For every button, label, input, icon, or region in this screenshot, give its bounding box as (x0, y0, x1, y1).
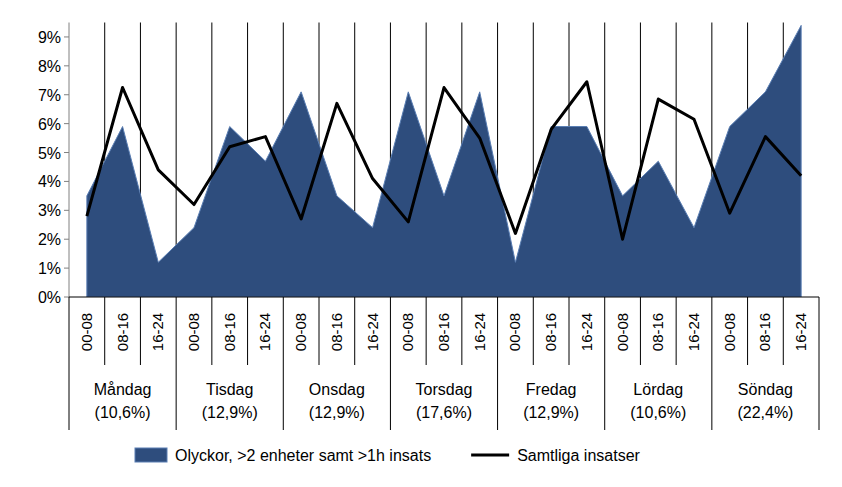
group-label: Tisdag (206, 381, 253, 398)
group-divider (69, 297, 70, 430)
y-tick (64, 94, 69, 95)
y-tick (64, 239, 69, 240)
x-tick (783, 297, 784, 365)
group-label: Måndag (94, 381, 152, 398)
legend-item: Samtliga insatser (471, 447, 640, 464)
y-tick-label: 9% (38, 29, 61, 46)
group-divider (711, 297, 712, 430)
x-tick (247, 297, 248, 365)
x-tick (426, 297, 427, 365)
x-tick (747, 297, 748, 365)
legend-swatch (471, 454, 509, 457)
x-tick-label: 16-24 (792, 313, 809, 351)
x-tick-label: 00-08 (292, 313, 309, 351)
group-share: (12,9%) (309, 404, 365, 421)
y-tick-label: 4% (38, 173, 61, 190)
x-tick (569, 297, 570, 365)
x-tick-label: 16-24 (149, 313, 166, 351)
legend-label: Samtliga insatser (517, 447, 640, 464)
y-tick (64, 297, 69, 298)
x-tick-label: 00-08 (78, 313, 95, 351)
y-tick-label: 8% (38, 58, 61, 75)
group-label: Söndag (738, 381, 793, 398)
x-tick-label: 00-08 (721, 313, 738, 351)
y-tick-label: 6% (38, 116, 61, 133)
group-share: (17,6%) (416, 404, 472, 421)
x-tick-label: 16-24 (364, 313, 381, 351)
y-tick (64, 36, 69, 37)
group-label: Onsdag (309, 381, 365, 398)
x-tick-label: 16-24 (256, 313, 273, 351)
x-tick-label: 00-08 (185, 313, 202, 351)
legend-swatch (135, 448, 167, 462)
area (87, 25, 801, 297)
group-share: (12,9%) (202, 404, 258, 421)
x-tick-label: 00-08 (614, 313, 631, 351)
y-tick-label: 1% (38, 260, 61, 277)
group-divider (819, 297, 820, 430)
x-axis (69, 297, 819, 298)
x-tick (640, 297, 641, 365)
y-tick-label: 0% (38, 289, 61, 306)
group-divider (390, 297, 391, 430)
group-label: Fredag (526, 381, 577, 398)
x-tick-label: 00-08 (399, 313, 416, 351)
y-tick-label: 2% (38, 231, 61, 248)
x-tick-label: 08-16 (649, 313, 666, 351)
x-tick (140, 297, 141, 365)
x-tick-label: 16-24 (578, 313, 595, 351)
x-tick-label: 16-24 (685, 313, 702, 351)
group-share: (10,6%) (95, 404, 151, 421)
group-divider (604, 297, 605, 430)
group-share: (10,6%) (630, 404, 686, 421)
x-tick-label: 08-16 (328, 313, 345, 351)
y-tick-label: 5% (38, 145, 61, 162)
y-tick-label: 7% (38, 87, 61, 104)
group-share: (22,4%) (737, 404, 793, 421)
x-tick-label: 00-08 (506, 313, 523, 351)
y-tick (64, 123, 69, 124)
y-axis (69, 23, 70, 298)
x-tick-label: 08-16 (114, 313, 131, 351)
y-tick (64, 152, 69, 153)
x-tick-label: 08-16 (756, 313, 773, 351)
group-label: Torsdag (416, 381, 473, 398)
group-share: (12,9%) (523, 404, 579, 421)
x-tick-label: 16-24 (471, 313, 488, 351)
y-tick (64, 210, 69, 211)
y-tick (64, 181, 69, 182)
group-divider (283, 297, 284, 430)
plot-data (87, 25, 801, 297)
x-tick (461, 297, 462, 365)
group-label: Lördag (633, 381, 683, 398)
y-tick-label: 3% (38, 202, 61, 219)
legend-label: Olyckor, >2 enheter samt >1h insats (175, 447, 431, 464)
group-divider (497, 297, 498, 430)
y-tick (64, 268, 69, 269)
x-tick (354, 297, 355, 365)
chart: 0% 1% 2% 3% 4% 5% 6% 7% 8% 9% 00-08 08-16 16-24 00-08… (0, 0, 842, 487)
x-tick-label: 08-16 (542, 313, 559, 351)
x-tick (211, 297, 212, 365)
y-tick (64, 65, 69, 66)
x-tick (319, 297, 320, 365)
line (87, 82, 801, 239)
x-tick (104, 297, 105, 365)
legend-item: Olyckor, >2 enheter samt >1h insats (135, 447, 431, 464)
x-tick (533, 297, 534, 365)
group-divider (176, 297, 177, 430)
x-tick (676, 297, 677, 365)
x-tick-label: 08-16 (221, 313, 238, 351)
x-tick-label: 08-16 (435, 313, 452, 351)
